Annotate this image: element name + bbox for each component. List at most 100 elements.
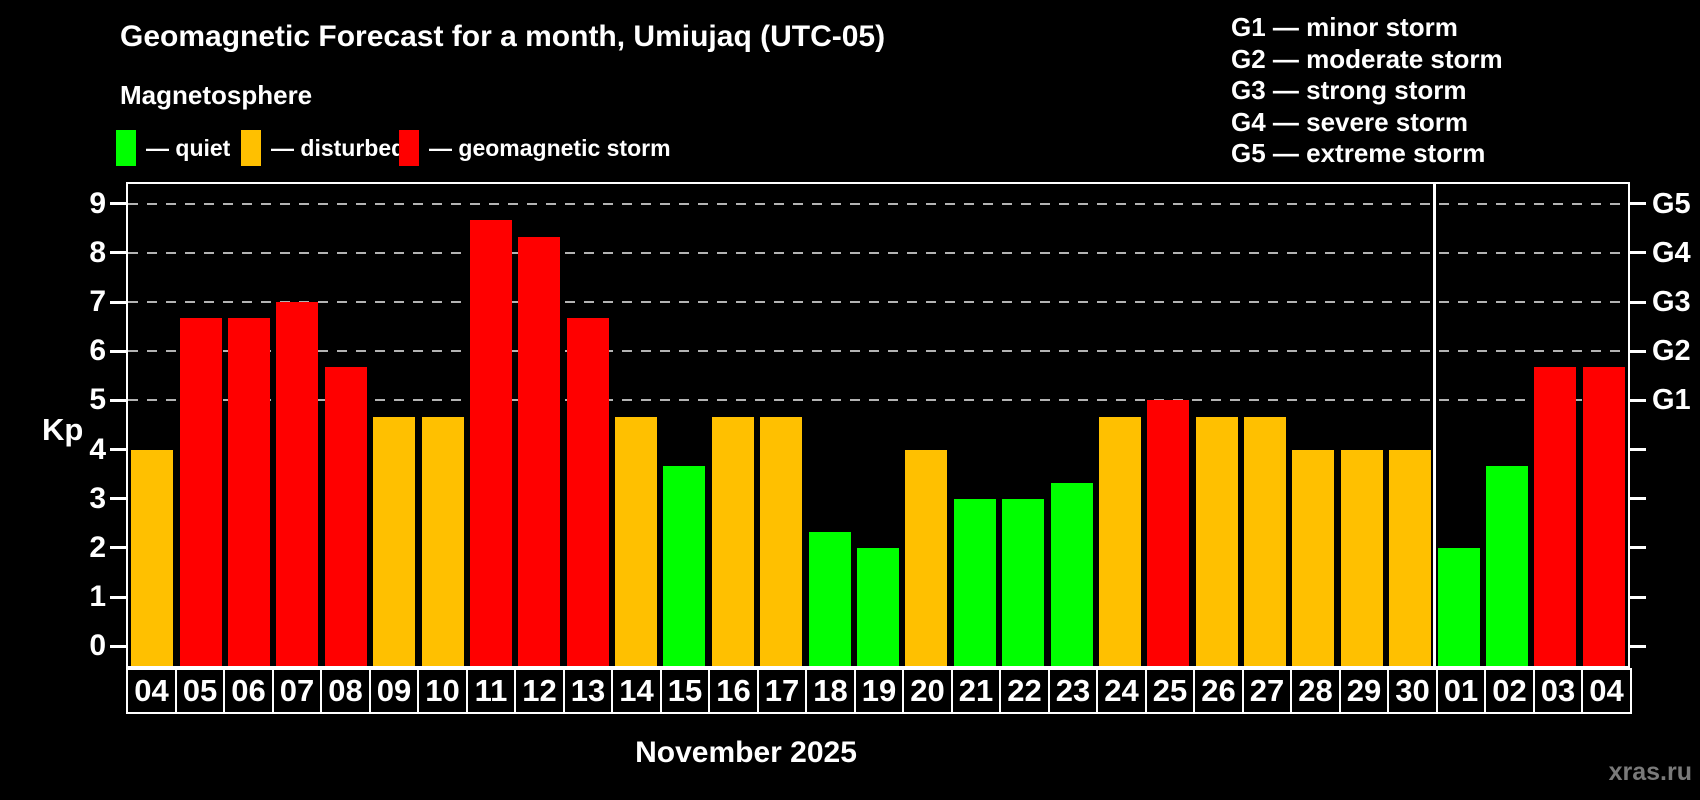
watermark: xras.ru — [1608, 758, 1692, 786]
day-label-29-03: 03 — [1533, 668, 1583, 714]
bar-3-day-07 — [276, 302, 319, 666]
y-tick-right-4 — [1630, 448, 1646, 452]
bar-6-day-10 — [421, 416, 464, 666]
y-tick-left-3 — [110, 497, 126, 501]
quiet-color-swatch — [116, 130, 136, 166]
day-label-20-24: 24 — [1096, 668, 1147, 714]
bar-5-day-09 — [373, 416, 416, 666]
gridline-kp-8 — [128, 251, 1628, 254]
day-label-2-06: 06 — [223, 668, 274, 714]
day-label-6-10: 10 — [417, 668, 468, 714]
bar-15-day-19 — [857, 547, 899, 666]
gridline-kp-5 — [128, 399, 1628, 402]
day-label-11-15: 15 — [660, 668, 710, 714]
g-scale-label-g5: G5 — [1652, 187, 1691, 220]
bar-9-day-13 — [566, 318, 609, 666]
y-tick-label-6: 6 — [89, 334, 106, 368]
y-tick-label-1: 1 — [89, 580, 106, 614]
bar-28-day-02 — [1486, 465, 1529, 666]
g-legend-item-g4: G4 — severe storm — [1231, 106, 1469, 137]
bar-14-day-18 — [808, 531, 851, 666]
bar-22-day-26 — [1195, 416, 1238, 666]
bar-19-day-23 — [1050, 482, 1093, 666]
bar-4-day-08 — [324, 367, 367, 666]
y-tick-left-1 — [110, 595, 126, 599]
g-legend-item-g1: G1 — minor storm — [1231, 12, 1458, 42]
y-tick-right-6 — [1630, 349, 1646, 353]
legend-label-storm: — geomagnetic storm — [429, 134, 671, 161]
y-tick-left-0 — [110, 644, 126, 648]
bar-2-day-06 — [227, 318, 270, 666]
y-tick-right-1 — [1630, 595, 1646, 599]
bar-13-day-17 — [760, 416, 803, 666]
g-scale-label-g4: G4 — [1652, 236, 1691, 269]
y-tick-left-5 — [110, 398, 126, 402]
day-label-13-17: 17 — [757, 668, 807, 714]
day-label-10-14: 14 — [611, 668, 662, 714]
y-axis-label: Kp — [42, 412, 84, 447]
g-legend-item-g5: G5 — extreme storm — [1231, 138, 1486, 169]
gridline-kp-9 — [128, 202, 1628, 205]
chart-subtitle: Magnetosphere — [120, 80, 313, 110]
day-label-26-30: 30 — [1387, 668, 1438, 714]
legend-item-quiet: — quiet — [116, 129, 230, 167]
day-label-4-08: 08 — [320, 668, 371, 714]
bar-21-day-25 — [1147, 400, 1190, 666]
day-label-24-28: 28 — [1290, 668, 1341, 714]
bar-0-day-04 — [131, 449, 174, 666]
y-tick-label-8: 8 — [89, 235, 106, 269]
disturbed-color-swatch — [241, 130, 261, 166]
month-separator — [1432, 184, 1436, 666]
day-label-23-27: 27 — [1242, 668, 1292, 714]
y-tick-right-3 — [1630, 497, 1646, 501]
gridline-kp-7 — [128, 301, 1628, 304]
y-tick-label-9: 9 — [89, 186, 106, 220]
bar-7-day-11 — [469, 219, 512, 666]
plot-area — [126, 182, 1630, 668]
y-tick-left-2 — [110, 546, 126, 550]
y-tick-right-7 — [1630, 300, 1646, 304]
g-legend-item-g2: G2 — moderate storm — [1231, 43, 1503, 74]
bar-10-day-14 — [615, 416, 658, 666]
y-tick-label-3: 3 — [89, 481, 106, 515]
day-label-27-01: 01 — [1436, 668, 1486, 714]
bar-27-day-01 — [1437, 547, 1480, 666]
y-tick-label-0: 0 — [89, 629, 106, 663]
y-tick-label-4: 4 — [89, 432, 106, 466]
storm-color-swatch — [399, 130, 419, 166]
day-label-8-12: 12 — [514, 668, 565, 714]
day-label-30-04: 04 — [1581, 668, 1632, 714]
y-tick-left-6 — [110, 349, 126, 353]
bar-18-day-22 — [1002, 498, 1045, 666]
y-tick-left-4 — [110, 448, 126, 452]
bar-8-day-12 — [518, 236, 561, 666]
day-label-25-29: 29 — [1339, 668, 1389, 714]
legend-label-quiet: — quiet — [146, 134, 231, 161]
bar-26-day-30 — [1389, 449, 1432, 666]
day-label-15-19: 19 — [854, 668, 904, 714]
bar-25-day-29 — [1340, 449, 1383, 666]
y-tick-left-8 — [110, 251, 126, 255]
y-tick-right-8 — [1630, 251, 1646, 255]
bar-16-day-20 — [905, 449, 948, 666]
day-label-21-25: 25 — [1145, 668, 1195, 714]
x-axis-title: November 2025 — [635, 736, 857, 769]
bar-12-day-16 — [711, 416, 754, 666]
g-scale-label-g3: G3 — [1652, 286, 1691, 319]
legend-item-disturbed: — disturbed — [241, 129, 405, 167]
bar-29-day-03 — [1534, 367, 1577, 666]
chart-title: Geomagnetic Forecast for a month, Umiuja… — [120, 20, 886, 53]
g-legend-item-g3: G3 — strong storm — [1231, 75, 1467, 106]
y-tick-label-2: 2 — [89, 530, 106, 564]
bar-20-day-24 — [1098, 416, 1141, 666]
bar-17-day-21 — [953, 498, 996, 666]
day-label-1-05: 05 — [175, 668, 225, 714]
day-label-9-13: 13 — [563, 668, 613, 714]
day-label-28-02: 02 — [1484, 668, 1535, 714]
day-label-16-20: 20 — [902, 668, 953, 714]
y-tick-left-9 — [110, 202, 126, 206]
bar-1-day-05 — [179, 318, 222, 666]
gridline-kp-6 — [128, 350, 1628, 353]
legend-label-disturbed: — disturbed — [271, 134, 406, 161]
g-scale-label-g1: G1 — [1652, 384, 1691, 417]
